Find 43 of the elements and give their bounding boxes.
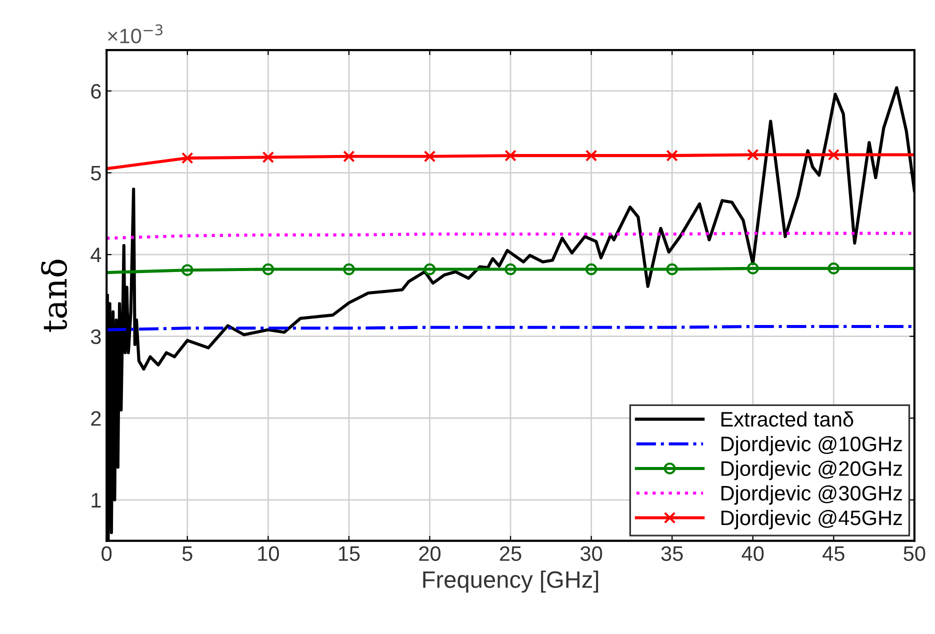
point xyxy=(585,150,598,162)
point xyxy=(746,148,759,161)
legend-label: Djordjevic @45GHz xyxy=(721,510,902,530)
point xyxy=(585,263,598,276)
point xyxy=(181,264,194,276)
text: ×10$^{−3}$ xyxy=(108,24,162,44)
point xyxy=(504,263,516,276)
x-tick-label: 50 xyxy=(904,546,926,561)
y-tick-label: 5 xyxy=(90,166,101,181)
point xyxy=(746,262,759,274)
legend-label: Djordjevic @20GHz xyxy=(721,460,902,480)
point xyxy=(828,148,840,161)
point xyxy=(262,263,274,276)
y-tick-label: 2 xyxy=(91,411,101,426)
y-tick-label: 6 xyxy=(91,84,101,99)
x-tick-label: 20 xyxy=(419,546,440,561)
point xyxy=(343,150,355,162)
y-tick-label: 4 xyxy=(90,248,102,262)
x-tick-label: 35 xyxy=(661,546,683,561)
x-tick-label: 45 xyxy=(822,546,844,561)
x-tick-label: 5 xyxy=(182,546,192,561)
legend-label: Djordjevic @30GHz xyxy=(721,485,902,505)
y-tick-label: 1 xyxy=(92,493,101,508)
x-tick-label: 40 xyxy=(742,546,764,561)
legend-label: Extracted tanδ xyxy=(721,411,854,427)
y-axis-title: tanδ xyxy=(41,260,68,332)
x-tick-label: 10 xyxy=(258,546,279,561)
point xyxy=(828,262,840,274)
legend-label: Djordjevic @10GHz xyxy=(721,436,902,456)
x-axis-title: Frequency [GHz] xyxy=(423,570,598,593)
y-tick-label: 3 xyxy=(90,329,101,344)
x-tick-label: 0 xyxy=(102,546,112,561)
x-tick-label: 15 xyxy=(338,546,360,561)
point xyxy=(424,263,436,276)
point xyxy=(504,150,516,162)
point xyxy=(666,263,678,276)
point xyxy=(343,263,355,276)
x-tick-label: 25 xyxy=(500,546,522,561)
point xyxy=(262,151,274,164)
x-tick-label: 30 xyxy=(580,546,602,561)
point xyxy=(424,150,436,162)
point xyxy=(181,152,194,164)
point xyxy=(666,150,678,162)
